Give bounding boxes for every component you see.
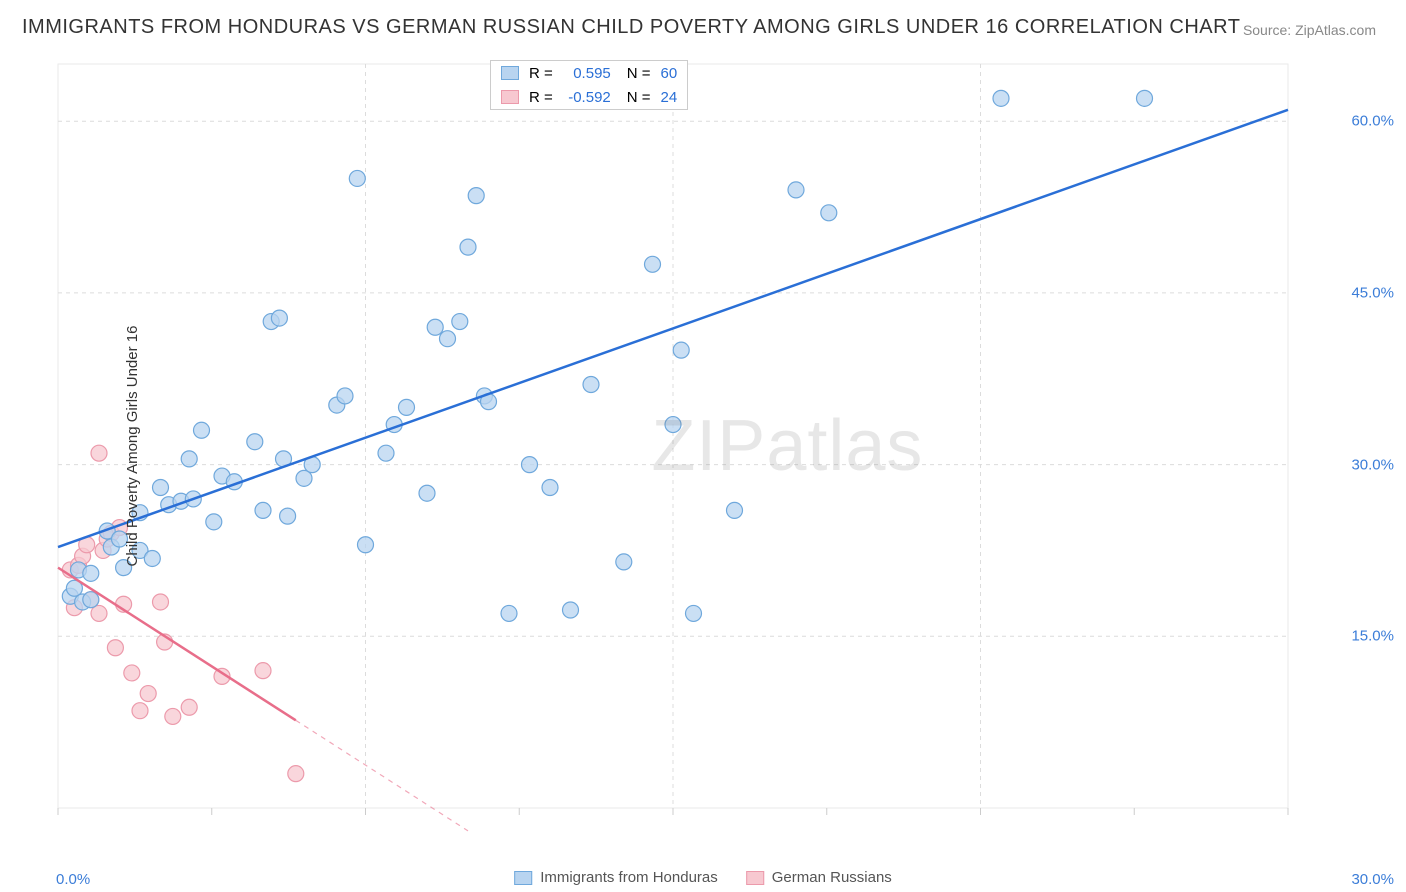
- n-value-a: 60: [661, 65, 678, 82]
- x-tick-max: 30.0%: [1351, 871, 1394, 888]
- swatch-series-a-icon: [514, 871, 532, 885]
- swatch-series-b-icon: [746, 871, 764, 885]
- legend-item-b: German Russians: [746, 869, 892, 886]
- y-axis-label: Child Poverty Among Girls Under 16: [124, 326, 141, 567]
- bottom-legend: Immigrants from Honduras German Russians: [514, 869, 892, 886]
- y-tick-label: 30.0%: [1351, 456, 1394, 473]
- r-label: R =: [529, 65, 553, 82]
- n-label: N =: [627, 65, 651, 82]
- y-tick-label: 15.0%: [1351, 628, 1394, 645]
- x-tick-min: 0.0%: [56, 871, 90, 888]
- y-tick-label: 45.0%: [1351, 284, 1394, 301]
- chart-title: IMMIGRANTS FROM HONDURAS VS GERMAN RUSSI…: [22, 16, 1240, 39]
- swatch-series-b: [501, 90, 519, 104]
- r-label: R =: [529, 89, 553, 106]
- legend-item-a: Immigrants from Honduras: [514, 869, 718, 886]
- r-value-a: 0.595: [563, 65, 611, 82]
- scatter-plot-svg: [48, 56, 1358, 844]
- chart-container: [48, 56, 1358, 844]
- n-label: N =: [627, 89, 651, 106]
- legend-label-a: Immigrants from Honduras: [540, 869, 718, 886]
- stats-legend: R = 0.595 N = 60 R = -0.592 N = 24: [490, 60, 688, 110]
- stats-row-b: R = -0.592 N = 24: [491, 85, 687, 109]
- swatch-series-a: [501, 66, 519, 80]
- r-value-b: -0.592: [563, 89, 611, 106]
- legend-label-b: German Russians: [772, 869, 892, 886]
- n-value-b: 24: [661, 89, 678, 106]
- stats-row-a: R = 0.595 N = 60: [491, 61, 687, 85]
- source-attribution: Source: ZipAtlas.com: [1243, 22, 1376, 38]
- y-tick-label: 60.0%: [1351, 113, 1394, 130]
